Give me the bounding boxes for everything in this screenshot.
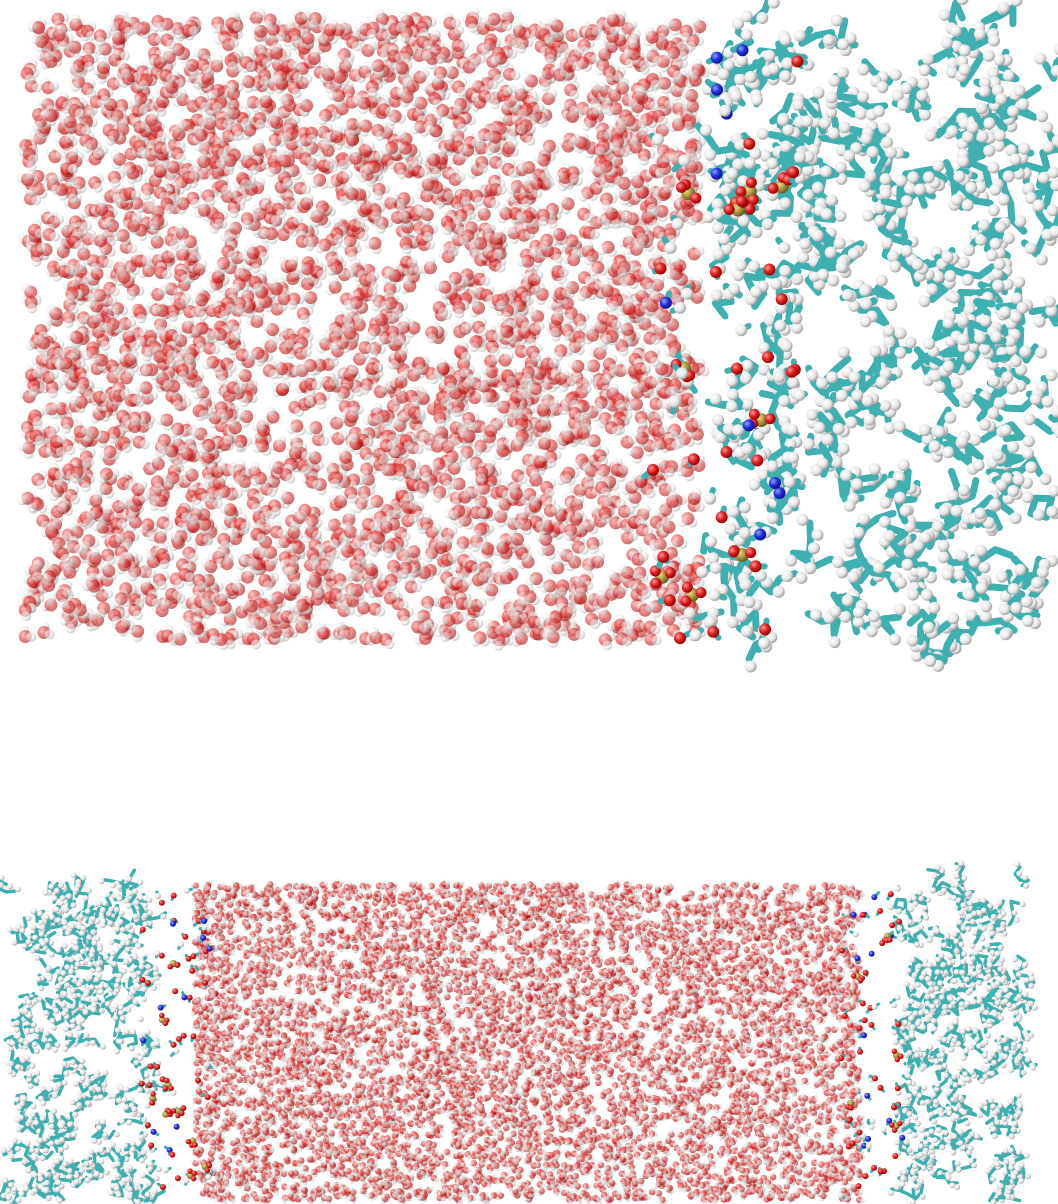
atom [399,12,409,22]
atom [22,283,32,293]
atom [456,172,466,182]
atom [558,195,568,205]
atom [607,570,617,580]
atom [526,576,536,586]
atom [699,367,709,377]
atom [201,558,211,568]
atom [511,70,521,80]
page-body: (() => { const data = JSON.parse(documen… [0,0,1058,1204]
atom [188,553,198,563]
atom [650,291,660,301]
atom [628,20,638,30]
atom [693,59,703,69]
atom [267,140,277,150]
atom [371,301,381,311]
atom [337,20,347,30]
atom [557,547,567,557]
atom [31,257,41,267]
atom [36,480,46,490]
atom [71,82,81,92]
atom [590,619,600,629]
atom [197,259,207,269]
molecular-render [0,0,1058,1204]
atom [502,7,512,17]
atom [193,48,203,58]
page: Membrane simulation render {} html, body… [0,0,1058,1204]
atom [578,192,588,202]
atom [301,184,311,194]
atom [46,594,56,604]
atom [502,21,512,31]
atom [242,99,252,109]
atom [540,391,550,401]
atom [324,521,334,531]
atom [133,610,143,620]
atom [17,495,27,505]
atom [619,346,629,356]
atom [68,522,78,532]
atom [375,607,385,617]
atom [281,379,291,389]
atom [103,589,113,599]
atom [110,150,120,160]
atom [310,178,320,188]
atom [141,190,151,200]
atom [305,165,315,175]
atom [65,133,75,143]
atom [639,156,649,166]
atom [562,474,572,484]
